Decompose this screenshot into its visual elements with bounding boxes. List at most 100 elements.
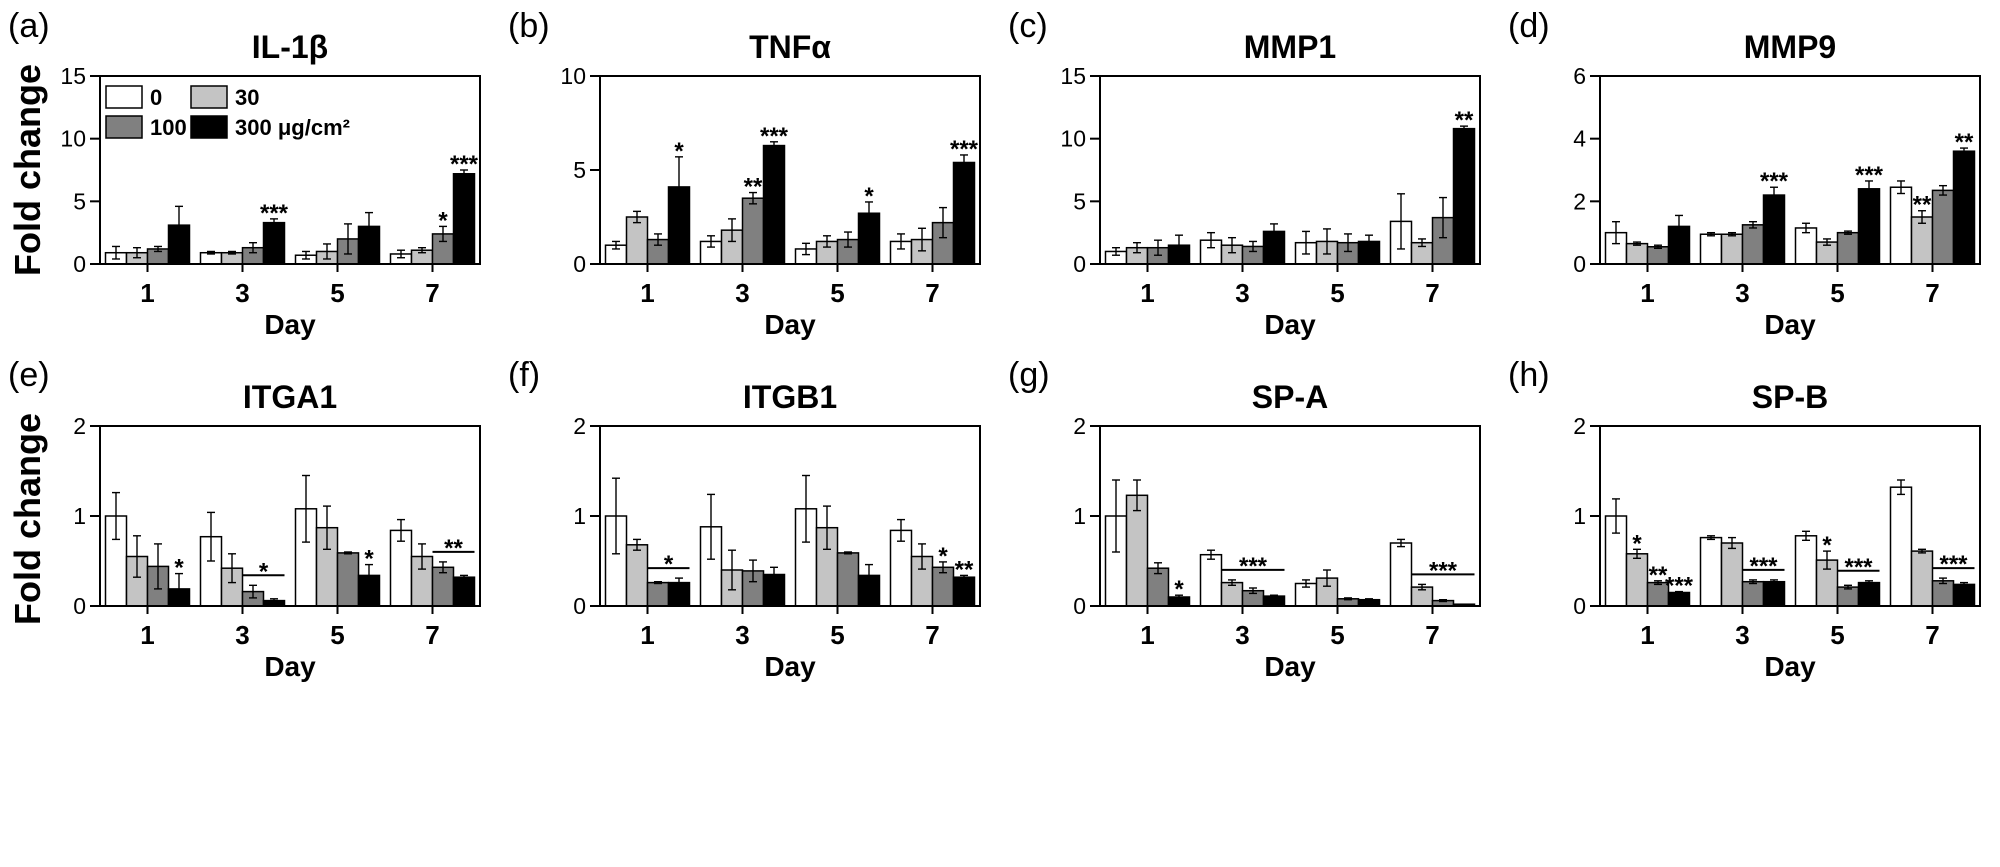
x-tick-label: 5 [1330,278,1344,308]
y-tick-label: 1 [1573,503,1586,529]
bar [262,221,286,265]
panel-title: IL-1β [252,29,328,65]
y-tick-label: 0 [573,251,586,277]
significance-mark: *** [1844,554,1873,581]
bar [1199,553,1223,607]
plot-frame [99,425,481,607]
y-tick-label: 5 [73,188,86,214]
bar [1389,542,1413,607]
y-tick-label: 0 [1073,593,1086,619]
bar [1741,224,1765,265]
bar [1125,494,1149,607]
y-tick-label: 0 [573,593,586,619]
significance-mark: * [864,183,874,210]
y-tick-label: 2 [573,413,586,439]
bar [762,144,786,265]
significance-mark: *** [1749,553,1778,580]
bar [1952,150,1976,265]
significance-mark: * [1632,530,1642,557]
legend-swatch [190,115,228,139]
panel-title: ITGB1 [743,379,837,415]
panel-title: MMP1 [1244,29,1336,65]
bar [1625,242,1649,265]
bar [952,161,976,265]
plot-frame [1099,425,1481,607]
y-tick-label: 2 [1573,413,1586,439]
x-tick-label: 5 [1330,620,1344,650]
bar [1931,189,1955,265]
significance-mark: ** [1455,107,1474,134]
y-axis-title-top: Fold change [7,64,48,276]
panel-title: TNFα [749,29,831,65]
y-tick-label: 1 [1073,503,1086,529]
y-tick-label: 15 [60,63,86,89]
significance-mark: *** [950,136,979,163]
significance-mark: *** [1239,553,1268,580]
y-tick-label: 0 [1073,251,1086,277]
bar [1720,233,1744,265]
significance-mark: *** [1760,168,1789,195]
significance-mark: *** [260,200,289,227]
y-tick-label: 5 [573,157,586,183]
plot-frame [1599,75,1981,265]
x-tick-label: 7 [925,620,939,650]
x-tick-label: 3 [735,278,749,308]
legend-swatch [190,85,228,109]
bar [646,581,670,607]
x-axis-title: Day [1264,651,1316,682]
y-tick-label: 5 [1073,188,1086,214]
x-tick-label: 5 [1830,278,1844,308]
bar [1857,188,1881,265]
y-tick-label: 0 [73,593,86,619]
panel-c: (c) MMP1 0 5 10 15 1 3 5 7 ** Day [1008,7,1481,340]
legend-label: 100 [150,115,187,140]
x-tick-label: 3 [1235,278,1249,308]
significance-mark: * [1174,576,1184,603]
y-tick-label: 6 [1573,63,1586,89]
bar [1646,246,1670,265]
bar [1836,231,1860,265]
bar [1625,553,1649,607]
panel-letter: (e) [8,356,50,394]
bar [452,576,476,607]
bar [625,216,649,265]
x-tick-label: 5 [830,620,844,650]
x-tick-label: 7 [425,278,439,308]
x-tick-label: 3 [735,620,749,650]
bar [1889,186,1913,265]
y-tick-label: 2 [1073,413,1086,439]
significance-mark: ** [444,535,463,562]
legend-swatch [105,115,143,139]
x-tick-label: 3 [235,620,249,650]
x-tick-label: 1 [640,620,654,650]
x-axis-title: Day [1764,309,1816,340]
panel-title: SP-B [1752,379,1828,415]
bar [452,173,476,265]
plot-frame [1599,425,1981,607]
x-tick-label: 5 [330,278,344,308]
legend-label: 300 μg/cm² [235,115,350,140]
y-tick-label: 0 [1573,593,1586,619]
plot-frame [99,75,481,265]
x-tick-label: 1 [1140,278,1154,308]
bar [1699,233,1723,265]
panel-title: SP-A [1252,379,1328,415]
x-tick-label: 3 [1735,278,1749,308]
bar [1910,216,1934,265]
significance-mark: ** [1913,192,1932,219]
x-axis-title: Day [764,651,816,682]
significance-mark: * [664,551,674,578]
significance-mark: *** [1855,162,1884,189]
bar [1699,536,1723,607]
legend: 0 30 100 300 μg/cm² [105,85,350,140]
significance-mark: * [1822,532,1832,559]
x-tick-label: 5 [330,620,344,650]
bar [1836,586,1860,607]
panel-letter: (d) [1508,7,1550,45]
